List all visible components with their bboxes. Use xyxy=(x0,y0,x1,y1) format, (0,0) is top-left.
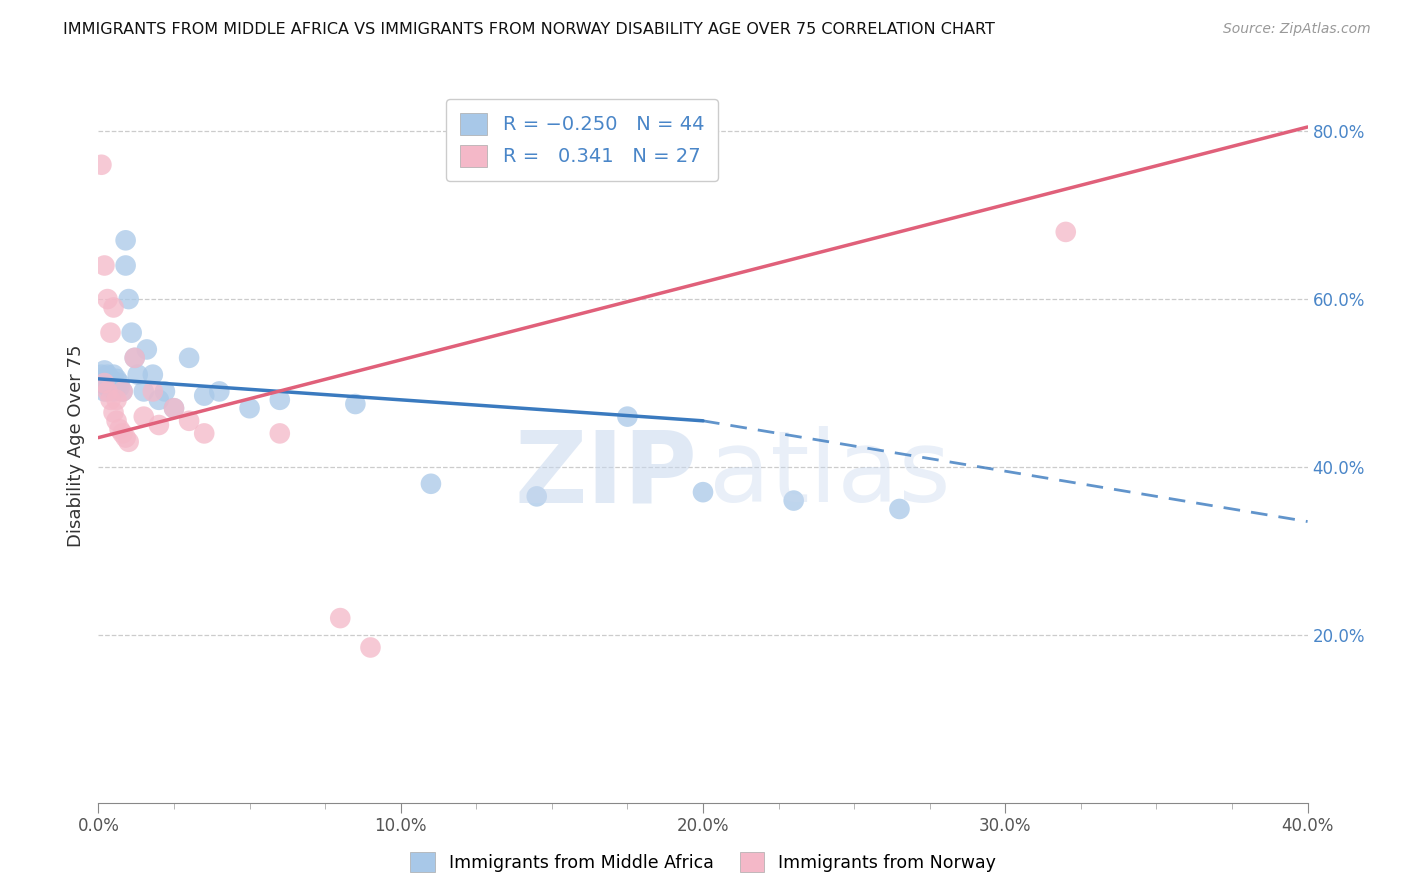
Point xyxy=(103,405,125,419)
Point xyxy=(153,384,176,399)
Point xyxy=(114,259,136,273)
Point xyxy=(329,611,352,625)
Point xyxy=(90,158,112,172)
Point xyxy=(108,380,131,394)
Point xyxy=(269,392,291,407)
Point xyxy=(96,292,118,306)
Point xyxy=(179,414,201,428)
Point xyxy=(783,493,806,508)
Point xyxy=(93,372,115,386)
Point xyxy=(100,376,122,390)
Point xyxy=(344,397,367,411)
Point xyxy=(100,392,122,407)
Point xyxy=(103,384,125,399)
Point xyxy=(90,368,112,382)
Point xyxy=(148,417,170,432)
Point xyxy=(179,351,201,365)
Point xyxy=(163,401,186,416)
Point xyxy=(148,392,170,407)
Point xyxy=(100,380,122,394)
Point xyxy=(142,384,165,399)
Point xyxy=(103,376,125,390)
Point xyxy=(90,376,112,390)
Point xyxy=(103,368,125,382)
Point xyxy=(269,426,291,441)
Point xyxy=(124,351,146,365)
Point xyxy=(616,409,638,424)
Point xyxy=(100,326,122,340)
Point xyxy=(118,292,141,306)
Point xyxy=(96,368,118,382)
Point xyxy=(105,392,128,407)
Point xyxy=(96,372,118,386)
Point xyxy=(105,372,128,386)
Point xyxy=(111,384,134,399)
Point xyxy=(96,380,118,394)
Point xyxy=(108,422,131,436)
Point xyxy=(93,384,115,399)
Point xyxy=(111,426,134,441)
Point xyxy=(103,301,125,315)
Point xyxy=(193,389,215,403)
Point xyxy=(108,376,131,390)
Y-axis label: Disability Age Over 75: Disability Age Over 75 xyxy=(66,344,84,548)
Point xyxy=(93,363,115,377)
Point xyxy=(93,259,115,273)
Point xyxy=(114,233,136,247)
Point xyxy=(124,351,146,365)
Point xyxy=(692,485,714,500)
Text: ZIP: ZIP xyxy=(515,426,697,523)
Point xyxy=(420,476,443,491)
Point xyxy=(105,380,128,394)
Point xyxy=(142,368,165,382)
Point xyxy=(96,376,118,390)
Point xyxy=(114,431,136,445)
Point xyxy=(239,401,262,416)
Point xyxy=(100,372,122,386)
Point xyxy=(127,368,149,382)
Point xyxy=(132,384,155,399)
Point xyxy=(111,384,134,399)
Point xyxy=(105,414,128,428)
Point xyxy=(193,426,215,441)
Legend: Immigrants from Middle Africa, Immigrants from Norway: Immigrants from Middle Africa, Immigrant… xyxy=(404,845,1002,879)
Point xyxy=(132,409,155,424)
Point xyxy=(163,401,186,416)
Point xyxy=(118,434,141,449)
Point xyxy=(121,326,143,340)
Point xyxy=(96,384,118,399)
Point xyxy=(360,640,382,655)
Text: IMMIGRANTS FROM MIDDLE AFRICA VS IMMIGRANTS FROM NORWAY DISABILITY AGE OVER 75 C: IMMIGRANTS FROM MIDDLE AFRICA VS IMMIGRA… xyxy=(63,22,995,37)
Point xyxy=(208,384,231,399)
Text: atlas: atlas xyxy=(709,426,950,523)
Point xyxy=(889,502,911,516)
Text: Source: ZipAtlas.com: Source: ZipAtlas.com xyxy=(1223,22,1371,37)
Point xyxy=(135,343,157,357)
Point xyxy=(1054,225,1077,239)
Point xyxy=(93,376,115,390)
Point xyxy=(526,489,548,503)
Legend: R = −0.250   N = 44, R =   0.341   N = 27: R = −0.250 N = 44, R = 0.341 N = 27 xyxy=(446,99,718,181)
